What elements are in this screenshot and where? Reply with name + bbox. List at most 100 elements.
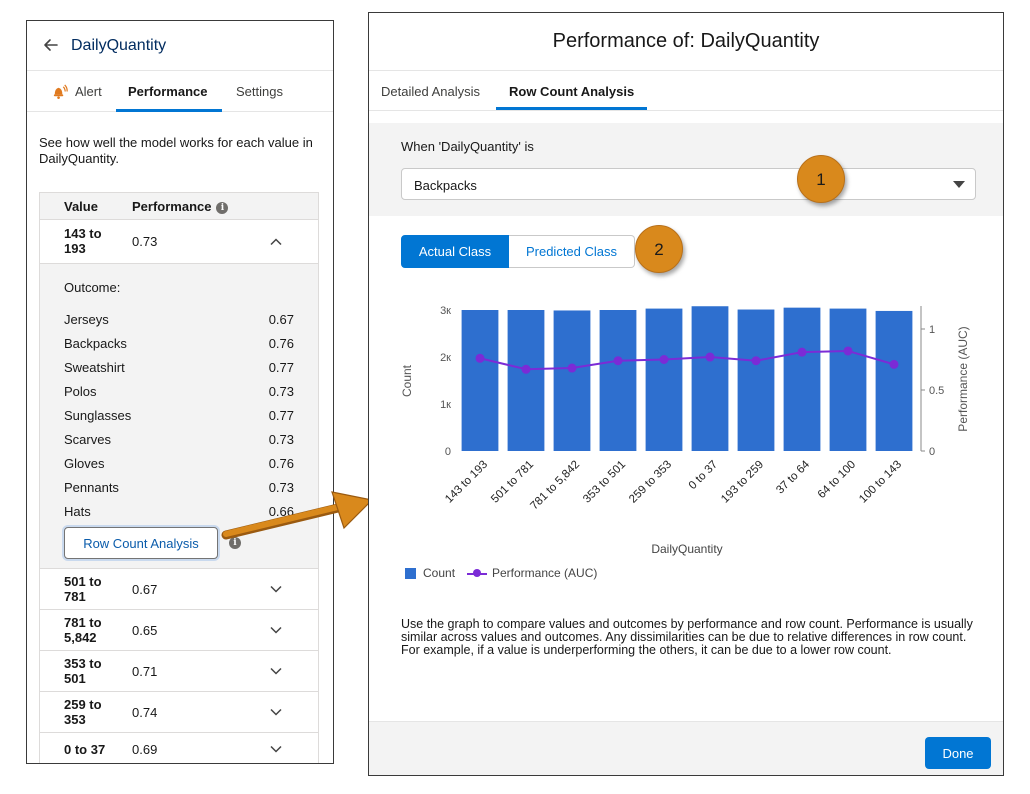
table-header: Value Performance i xyxy=(40,193,318,220)
performance-point xyxy=(889,359,899,369)
x-tick-label: 781 to 5,842 xyxy=(528,459,582,513)
info-icon[interactable]: i xyxy=(229,537,241,549)
row-performance: 0.74 xyxy=(132,705,158,720)
chevron-down-icon[interactable] xyxy=(269,705,283,719)
legend-swatch-count xyxy=(405,568,416,579)
table-row-expanded[interactable]: 143 to 193 0.73 xyxy=(40,220,318,264)
chevron-down-icon[interactable] xyxy=(269,742,283,756)
callout-badge-1: 1 xyxy=(797,155,845,203)
divider xyxy=(369,110,1003,111)
chevron-down-icon[interactable] xyxy=(269,664,283,678)
chevron-down-icon[interactable] xyxy=(269,582,283,596)
outcome-item: Jerseys 0.67 xyxy=(64,312,294,327)
x-tick-label: 100 to 143 xyxy=(857,459,904,506)
tab-performance[interactable]: Performance xyxy=(128,84,208,99)
panel-header: DailyQuantity xyxy=(27,21,333,71)
row-performance: 0.69 xyxy=(132,742,158,757)
row-performance: 0.65 xyxy=(132,623,158,638)
row-value: 501 to 781 xyxy=(64,574,102,604)
legend-count: Count xyxy=(423,566,456,580)
chart-bar xyxy=(691,306,729,451)
performance-point xyxy=(751,356,761,366)
performance-point xyxy=(705,352,715,362)
performance-point xyxy=(567,363,577,373)
active-tab-indicator xyxy=(496,107,647,110)
x-tick-label: 353 to 501 xyxy=(581,459,628,506)
model-performance-panel: DailyQuantity Alert Performance Settings… xyxy=(26,20,334,764)
legend-marker-performance xyxy=(473,569,481,577)
performance-point xyxy=(475,353,485,363)
done-button[interactable]: Done xyxy=(925,737,991,769)
y2-tick-label: 0.5 xyxy=(929,385,944,397)
chart-bar xyxy=(507,310,545,451)
panel-intro-text: See how well the model works for each va… xyxy=(39,135,313,166)
predicted-class-toggle[interactable]: Predicted Class xyxy=(509,235,635,268)
y-tick-label: 1к xyxy=(440,399,451,411)
table-row[interactable]: 781 to 5,842 0.65 xyxy=(40,610,318,651)
outcome-item: Polos 0.73 xyxy=(64,384,294,399)
outcome-item: Sweatshirt 0.77 xyxy=(64,360,294,375)
divider xyxy=(369,70,1003,71)
chart-bar xyxy=(599,310,637,451)
tab-settings[interactable]: Settings xyxy=(236,84,283,99)
modal-title: Performance of: DailyQuantity xyxy=(552,30,820,52)
y-tick-label: 2к xyxy=(440,352,451,364)
row-performance: 0.71 xyxy=(132,664,158,679)
tab-row-count-analysis[interactable]: Row Count Analysis xyxy=(509,84,635,99)
row-value: 259 to 353 xyxy=(64,697,102,727)
callout-badge-2: 2 xyxy=(635,225,683,273)
y-axis-title: Count xyxy=(400,364,414,397)
help-text: Use the graph to compare values and outc… xyxy=(401,617,973,657)
y-tick-label: 0 xyxy=(445,446,451,458)
actual-class-toggle[interactable]: Actual Class xyxy=(401,235,509,268)
chart-bar xyxy=(645,308,683,451)
y2-tick-label: 0 xyxy=(929,446,935,458)
outcome-item: Scarves 0.73 xyxy=(64,432,294,447)
x-tick-label: 259 to 353 xyxy=(627,459,674,506)
back-arrow-icon[interactable] xyxy=(41,35,61,55)
chart-bar xyxy=(875,310,913,451)
performance-table: Value Performance i 143 to 193 0.73 Outco… xyxy=(39,192,319,763)
chart-bar xyxy=(829,308,867,451)
outcome-details: Outcome: Jerseys 0.67 Backpacks 0.76 Sweat… xyxy=(40,264,318,569)
performance-point xyxy=(521,364,531,374)
row-count-analysis-button[interactable]: Row Count Analysis xyxy=(64,527,218,559)
y2-tick-label: 1 xyxy=(929,324,935,336)
table-row[interactable]: 501 to 781 0.67 xyxy=(40,569,318,610)
column-header-value: Value xyxy=(64,199,98,214)
outcome-item: Hats 0.66 xyxy=(64,504,294,519)
panel-title: DailyQuantity xyxy=(71,37,167,54)
row-value: 781 to 5,842 xyxy=(64,615,102,645)
info-icon[interactable]: i xyxy=(216,201,229,214)
panel-tabs: Alert Performance Settings xyxy=(27,72,333,112)
chevron-up-icon[interactable] xyxy=(269,235,283,249)
x-tick-label: 37 to 64 xyxy=(774,458,812,496)
active-tab-indicator xyxy=(116,109,222,112)
tab-alert[interactable]: Alert xyxy=(75,84,102,99)
tab-detailed-analysis[interactable]: Detailed Analysis xyxy=(381,84,480,99)
chart-bar xyxy=(553,310,591,451)
bell-alert-icon xyxy=(53,84,68,99)
y-tick-label: 3к xyxy=(440,305,451,317)
outcome-item: Pennants 0.73 xyxy=(64,480,294,495)
row-value: 0 to 37 xyxy=(64,742,106,757)
performance-point xyxy=(843,346,853,356)
outcome-select[interactable]: Backpacks xyxy=(401,168,976,200)
performance-modal: Performance of: DailyQuantity Detailed A… xyxy=(368,12,1004,776)
performance-point xyxy=(659,355,669,364)
table-row[interactable]: 0 to 37 0.69 xyxy=(40,733,318,763)
x-axis-title: DailyQuantity xyxy=(651,542,722,556)
outcome-label: Outcome: xyxy=(64,280,121,295)
filter-section: When 'DailyQuantity' is Backpacks xyxy=(369,123,1003,216)
y2-axis-title: Performance (AUC) xyxy=(956,326,970,431)
chevron-down-icon[interactable] xyxy=(269,623,283,637)
selected-outcome: Backpacks xyxy=(414,178,477,193)
x-tick-label: 143 to 193 xyxy=(443,459,490,506)
table-row[interactable]: 353 to 501 0.71 xyxy=(40,651,318,692)
legend-performance: Performance (AUC) xyxy=(492,566,598,580)
connector-arrow xyxy=(221,491,374,540)
outcome-item: Gloves 0.76 xyxy=(64,456,294,471)
table-row[interactable]: 259 to 353 0.74 xyxy=(40,692,318,733)
performance-point xyxy=(797,347,807,357)
